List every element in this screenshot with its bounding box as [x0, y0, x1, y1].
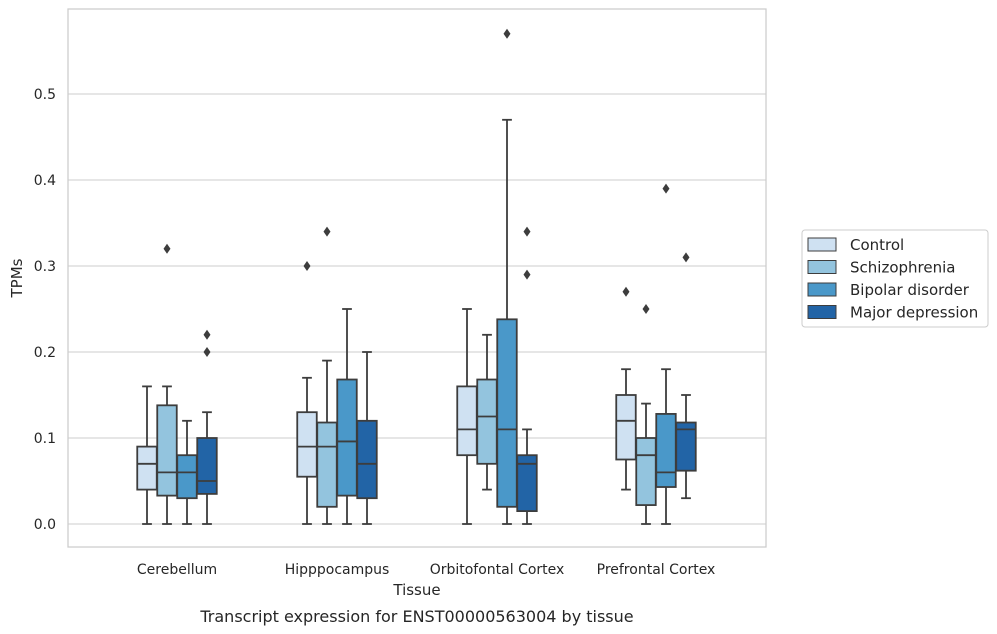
y-tick-label: 0.5 — [34, 87, 56, 103]
x-tick-label: Prefrontal Cortex — [597, 562, 716, 578]
x-tick-label: Hipppocampus — [285, 562, 390, 578]
box-major-depression — [675, 252, 697, 500]
box-iqr — [316, 421, 338, 508]
legend: Control Schizophrenia Bipolar disorder Majo… — [801, 229, 989, 328]
box-iqr — [456, 385, 478, 457]
box-iqr — [356, 419, 378, 500]
plot-frame — [67, 8, 767, 548]
y-tick-label: 0.3 — [34, 259, 56, 275]
outlier-point — [503, 28, 511, 39]
legend-label: Major depression — [850, 304, 978, 322]
y-tick-label: 0.1 — [34, 431, 56, 447]
x-tick-label: Orbitofontal Cortex — [430, 562, 565, 578]
box-major-depression — [356, 351, 378, 525]
box-control — [615, 286, 637, 491]
legend-swatch — [807, 237, 837, 252]
y-axis-label: TPMs — [8, 258, 26, 298]
box-bipolar-disorder — [496, 28, 518, 525]
legend-label: Control — [850, 236, 904, 254]
box-schizophrenia — [156, 243, 178, 525]
outlier-point — [523, 269, 531, 280]
y-tick-labels: 0.0 0.1 0.2 0.3 0.4 0.5 — [34, 87, 56, 533]
y-tick-label: 0.0 — [34, 517, 56, 533]
outlier-point — [203, 347, 211, 357]
box-control — [136, 385, 158, 525]
outlier-point — [662, 183, 670, 194]
box-bipolar-disorder — [655, 183, 677, 525]
box-iqr — [336, 378, 358, 497]
box-iqr — [655, 413, 677, 488]
box-iqr — [635, 437, 657, 506]
outlier-point — [323, 226, 331, 237]
box-major-depression — [196, 329, 218, 525]
chart-caption: Transcript expression for ENST0000056300… — [199, 607, 633, 626]
box-iqr — [176, 454, 198, 500]
outlier-point — [622, 286, 630, 297]
legend-label: Schizophrenia — [850, 259, 955, 277]
legend-frame — [801, 229, 989, 328]
y-tick-label: 0.4 — [34, 173, 56, 189]
legend-swatch — [807, 305, 837, 319]
box-iqr — [156, 404, 178, 497]
y-tick-label: 0.2 — [34, 345, 56, 361]
x-tick-labels: Cerebellum Hipppocampus Orbitofontal Corte… — [137, 562, 715, 578]
box-major-depression — [516, 226, 538, 525]
box-control — [456, 308, 478, 525]
box-iqr — [615, 394, 637, 461]
box-iqr — [136, 445, 158, 491]
outlier-point — [203, 329, 211, 340]
box-iqr — [516, 454, 538, 513]
box-iqr — [675, 421, 697, 472]
outlier-point — [682, 252, 690, 263]
x-axis-label: Tissue — [392, 581, 440, 599]
legend-swatch — [807, 282, 837, 297]
outlier-point — [523, 226, 531, 237]
legend-swatch — [807, 260, 837, 274]
box-iqr — [496, 318, 518, 508]
boxes — [136, 28, 697, 525]
outlier-point — [303, 261, 311, 271]
outlier-point — [642, 304, 650, 314]
box-iqr — [296, 411, 318, 478]
box-iqr — [196, 437, 218, 495]
box-iqr — [476, 378, 498, 465]
legend-label: Bipolar disorder — [850, 281, 970, 299]
outlier-point — [163, 243, 171, 254]
x-tick-label: Cerebellum — [137, 562, 217, 578]
